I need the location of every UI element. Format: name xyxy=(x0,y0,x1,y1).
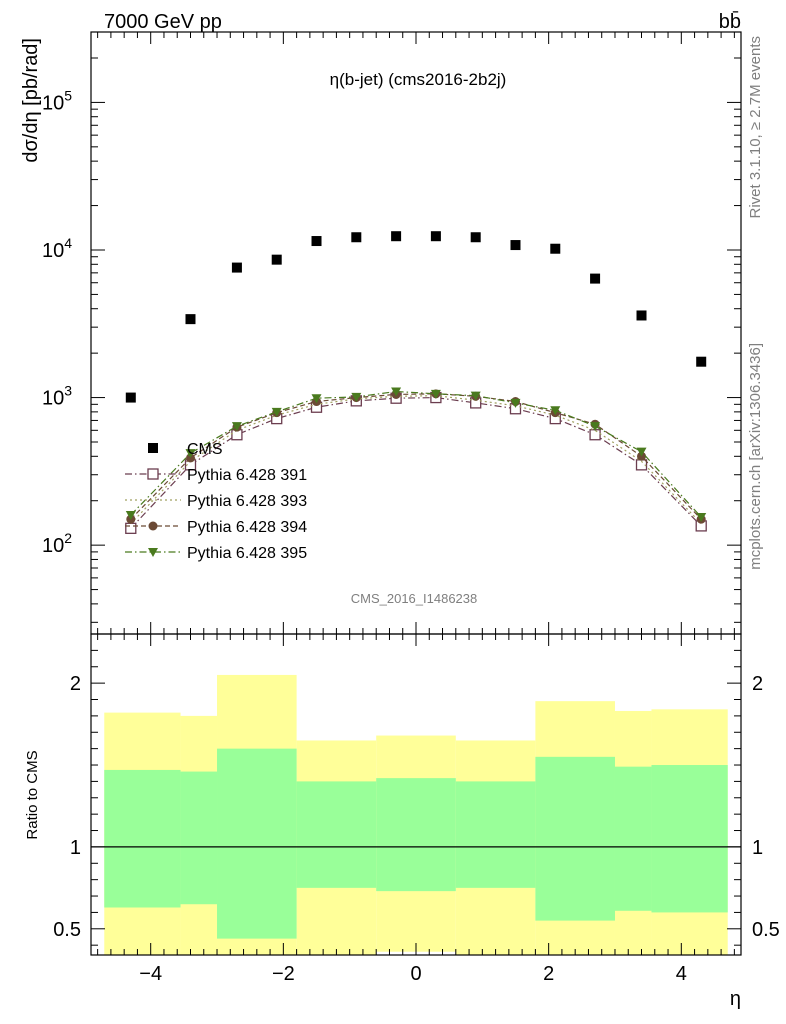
data-point-s4-9 xyxy=(510,398,521,408)
data-point-s4-13 xyxy=(696,513,707,523)
legend-marker-1 xyxy=(147,468,159,480)
data-point-s0-3 xyxy=(271,254,282,265)
ratio-band-inner-4 xyxy=(376,778,456,892)
legend-entry-4: Pythia 6.428 395 xyxy=(125,545,307,562)
y-tick-label-main: 104 xyxy=(42,235,72,262)
x-axis-label: η xyxy=(730,988,741,1010)
legend-entry-2: Pythia 6.428 393 xyxy=(125,493,307,510)
data-point-s0-9 xyxy=(510,240,521,251)
data-point-s4-5 xyxy=(351,392,362,402)
y-tick-label-ratio-left: 0.5 xyxy=(53,919,81,941)
data-point-s0-6 xyxy=(391,231,402,242)
legend-label-0: CMS xyxy=(187,441,223,458)
legend-label-2: Pythia 6.428 393 xyxy=(187,493,307,510)
ratio-band-inner-7 xyxy=(614,766,652,911)
ratio-band-inner-6 xyxy=(535,756,615,921)
legend-label-3: Pythia 6.428 394 xyxy=(187,519,307,536)
y-tick-label-ratio-right: 2 xyxy=(752,673,763,695)
data-point-s1-0 xyxy=(125,522,137,534)
side-label-rivet: Rivet 3.1.10, ≥ 2.7M events xyxy=(747,36,764,219)
ratio-band-inner-5 xyxy=(455,781,536,888)
data-point-s0-8 xyxy=(470,232,481,243)
data-point-s4-12 xyxy=(636,447,647,457)
y-tick-label-main: 103 xyxy=(42,383,72,410)
data-point-s4-11 xyxy=(590,422,601,432)
data-point-s4-3 xyxy=(271,407,282,417)
legend-marker-0 xyxy=(148,443,158,453)
series-line-3 xyxy=(130,393,702,520)
y-axis-label-main: dσ/dη [pb/rad] xyxy=(20,38,42,163)
ratio-band-inner-8 xyxy=(651,765,728,913)
legend: CMS Pythia 6.428 391 Pythia 6.428 393 Pythi… xyxy=(125,441,307,562)
y-tick-label-ratio-left: 1 xyxy=(70,837,81,859)
data-point-s0-1 xyxy=(185,314,196,325)
data-point-s0-11 xyxy=(590,273,601,284)
series-line-1 xyxy=(130,396,702,529)
ratio-band-inner-3 xyxy=(296,781,377,888)
legend-marker-3 xyxy=(148,521,158,531)
data-point-s0-10 xyxy=(550,243,561,254)
data-point-s0-4 xyxy=(311,236,322,247)
y-tick-label-ratio-right: 0.5 xyxy=(752,919,780,941)
legend-entry-3: Pythia 6.428 394 xyxy=(125,519,307,536)
main-panel xyxy=(125,231,707,534)
y-axis-label-ratio: Ratio to CMS xyxy=(24,750,41,839)
x-tick-label: 0 xyxy=(410,963,421,985)
watermark: CMS_2016_I1486238 xyxy=(351,591,478,606)
plot-title: η(b-jet) (cms2016-2b2j) xyxy=(330,70,507,89)
y-tick-label-ratio-right: 1 xyxy=(752,837,763,859)
data-point-s0-7 xyxy=(430,231,441,242)
legend-entry-1: Pythia 6.428 391 xyxy=(125,467,307,484)
legend-entry-0: CMS xyxy=(148,441,223,458)
side-label-mcplots: mcplots.cern.ch [arXiv:1306.3436] xyxy=(747,343,764,570)
y-tick-label-main: 105 xyxy=(42,87,72,114)
legend-label-1: Pythia 6.428 391 xyxy=(187,467,307,484)
ratio-band-inner-0 xyxy=(104,769,181,908)
data-point-s0-5 xyxy=(351,232,362,243)
data-point-s4-2 xyxy=(231,422,242,432)
data-point-s4-6 xyxy=(391,387,402,397)
ratio-band-inner-2 xyxy=(217,748,297,939)
data-point-s0-0 xyxy=(125,392,136,403)
data-point-s1-11 xyxy=(589,429,601,441)
x-tick-label: −4 xyxy=(139,963,162,985)
data-point-s4-7 xyxy=(430,389,441,399)
data-point-s4-0 xyxy=(125,511,136,521)
ratio-panel xyxy=(91,674,741,955)
data-point-s4-1 xyxy=(185,449,196,459)
data-point-s0-2 xyxy=(231,262,242,273)
x-tick-label: 4 xyxy=(676,963,687,985)
data-point-s0-12 xyxy=(636,310,647,321)
data-point-s0-13 xyxy=(696,356,707,367)
main-panel-frame xyxy=(90,31,742,635)
energy-label: 7000 GeV pp xyxy=(104,11,222,33)
data-point-s4-10 xyxy=(550,406,561,416)
y-tick-label-main: 102 xyxy=(42,530,72,557)
process-label: bb̄ xyxy=(719,10,741,33)
ratio-band-inner-1 xyxy=(180,771,218,905)
x-tick-label: 2 xyxy=(543,963,554,985)
axes-frames: −4 −2 0 2 4 102 103 104 105 0.5 0.5 1 1 2 2 xyxy=(42,31,780,985)
legend-label-4: Pythia 6.428 395 xyxy=(187,545,307,562)
series-line-4 xyxy=(130,390,702,518)
data-point-s4-4 xyxy=(311,394,322,404)
data-point-s4-8 xyxy=(470,391,481,401)
legend-marker-4 xyxy=(148,548,158,557)
y-tick-label-ratio-left: 2 xyxy=(70,673,81,695)
series-line-2 xyxy=(130,395,702,525)
x-tick-label: −2 xyxy=(272,963,295,985)
